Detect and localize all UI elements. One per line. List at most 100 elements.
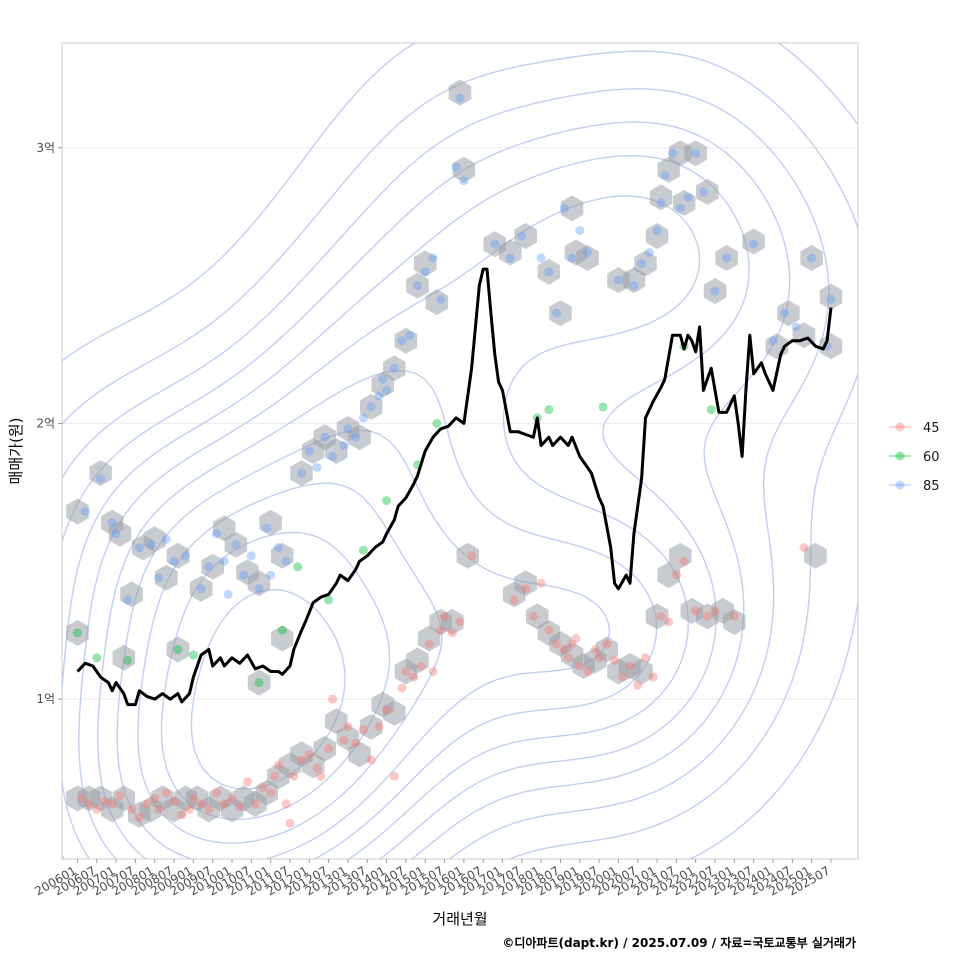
point-85 [691, 148, 701, 158]
point-85 [223, 589, 233, 599]
hex-bin [645, 223, 669, 249]
point-85 [111, 529, 121, 539]
hex-bin [777, 300, 800, 327]
point-85 [629, 281, 639, 291]
point-45 [358, 724, 368, 734]
point-85 [212, 529, 222, 539]
hex-bin [452, 156, 476, 183]
point-45 [312, 763, 322, 773]
point-85 [266, 570, 276, 580]
point-45 [115, 791, 125, 801]
point-45 [304, 749, 314, 759]
legend: 45 60 85 [889, 421, 940, 494]
hex-bin [742, 228, 765, 255]
point-45 [270, 771, 279, 781]
hex-bin [271, 625, 294, 652]
hex-bin [336, 724, 360, 751]
point-45 [389, 771, 399, 781]
hex-bin [715, 245, 738, 271]
hex-bin [255, 779, 279, 806]
hex-bin [112, 785, 136, 812]
hex-bin [301, 752, 325, 779]
hex-bin [247, 570, 271, 597]
hex-bin [514, 223, 537, 249]
point-45 [428, 667, 438, 676]
point-85 [698, 187, 708, 197]
point-45 [509, 595, 519, 605]
point-45 [671, 570, 681, 580]
point-85 [262, 523, 272, 533]
hex-bin [143, 526, 166, 553]
hex-bin [325, 708, 348, 735]
hex-bin [259, 509, 282, 536]
density-contour [97, 369, 658, 859]
point-45 [691, 606, 701, 616]
point-45 [281, 799, 291, 809]
density-contour [62, 88, 830, 859]
point-45 [799, 543, 809, 552]
point-45 [424, 639, 434, 649]
hex-bin [703, 278, 727, 305]
hex-bin [383, 699, 406, 726]
density-contour [62, 43, 858, 859]
hex-bin [359, 393, 383, 420]
point-85 [297, 468, 307, 478]
point-60 [382, 496, 392, 506]
hex-bin [247, 669, 271, 696]
point-45 [328, 694, 337, 704]
point-85 [96, 474, 106, 484]
legend-label-85: 85 [923, 479, 940, 494]
point-45 [633, 680, 643, 690]
point-85 [505, 253, 515, 263]
density-contour [62, 50, 858, 859]
point-85 [780, 308, 790, 318]
point-45 [100, 796, 109, 806]
point-45 [76, 793, 86, 803]
point-85 [668, 148, 677, 158]
hex-bins [66, 79, 843, 828]
hex-bin [441, 608, 464, 635]
point-45 [127, 804, 137, 814]
point-60 [706, 405, 716, 415]
legend-key-85 [895, 480, 905, 490]
point-45 [594, 653, 604, 663]
hex-bin [213, 515, 236, 542]
point-45 [285, 818, 295, 828]
point-60 [324, 595, 334, 605]
point-85 [536, 253, 546, 263]
hex-bin [371, 371, 394, 398]
point-45 [107, 799, 117, 809]
hex-bin [271, 542, 294, 569]
hex-bin [66, 498, 89, 525]
point-85 [567, 253, 577, 263]
y-tick-label: 2억 [36, 416, 55, 430]
point-85 [428, 253, 438, 263]
transaction-points [73, 93, 836, 828]
point-85 [320, 432, 330, 442]
legend-key-45 [895, 422, 905, 432]
hex-bin [348, 424, 371, 451]
point-85 [254, 584, 264, 594]
point-85 [451, 162, 461, 172]
point-45 [382, 705, 392, 715]
hex-bin [166, 636, 190, 663]
hex-bin [406, 647, 429, 674]
point-45 [401, 667, 411, 676]
point-85 [358, 413, 368, 423]
legend-key-60 [895, 451, 905, 461]
density-contour [78, 195, 701, 859]
point-85 [351, 432, 361, 442]
point-45 [374, 722, 384, 732]
point-60 [73, 628, 82, 638]
point-85 [382, 385, 392, 395]
hex-bin [448, 79, 472, 106]
point-45 [602, 639, 612, 649]
gridlines [62, 147, 858, 700]
point-45 [289, 771, 299, 781]
point-45 [134, 813, 144, 823]
hex-bin [290, 460, 313, 487]
point-85 [722, 253, 732, 263]
hex-bin [549, 300, 572, 327]
point-85 [826, 294, 836, 304]
